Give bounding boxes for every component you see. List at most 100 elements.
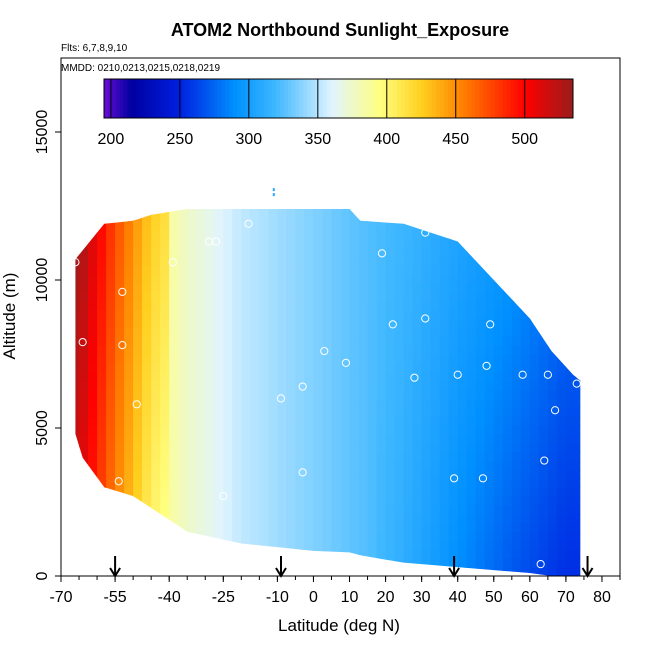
field-cell	[556, 283, 567, 293]
field-cell	[466, 451, 477, 462]
field-cell	[277, 336, 287, 346]
sample-point	[244, 219, 253, 228]
field-cell	[160, 256, 170, 266]
field-cell	[529, 451, 540, 462]
field-cell	[286, 478, 296, 488]
field-cell	[142, 336, 152, 346]
field-cell	[196, 229, 206, 240]
sample-points	[71, 188, 581, 575]
field-cell	[214, 460, 224, 471]
field-cell	[187, 274, 197, 284]
field-cell	[520, 513, 531, 524]
field-cell	[475, 247, 486, 257]
field-cell	[259, 336, 269, 346]
field-cell	[313, 362, 324, 373]
field-cell	[286, 283, 296, 293]
field-cell	[493, 442, 504, 453]
sample-point	[298, 382, 307, 391]
field-cell	[268, 247, 278, 257]
field-cell	[178, 238, 188, 249]
field-cell	[475, 496, 486, 506]
field-cell	[322, 522, 333, 533]
colorbar-swatch	[365, 79, 371, 118]
field-cell	[565, 416, 576, 426]
field-cell	[547, 283, 558, 293]
colorbar-tick-label: 200	[98, 131, 125, 148]
field-cell	[430, 540, 441, 550]
field-cell	[430, 442, 441, 453]
field-cell	[367, 425, 378, 435]
field-cell	[439, 220, 450, 231]
field-cell	[160, 522, 170, 533]
field-cell	[187, 540, 197, 550]
field-cell	[412, 345, 423, 355]
field-cell	[448, 229, 459, 240]
field-cell	[250, 247, 260, 257]
field-cell	[196, 362, 206, 373]
field-cell	[205, 567, 215, 576]
field-cell	[574, 478, 581, 488]
field-cell	[133, 208, 143, 213]
field-cell	[394, 291, 405, 302]
field-cell	[250, 460, 260, 471]
field-cell	[322, 407, 333, 417]
field-cell	[196, 496, 206, 506]
field-cell	[574, 318, 581, 328]
field-cell	[520, 442, 531, 453]
field-cell	[574, 229, 581, 240]
field-cell	[304, 300, 314, 311]
field-cell	[196, 549, 206, 559]
field-cell	[88, 354, 98, 364]
field-cell	[295, 256, 305, 266]
field-cell	[547, 416, 558, 426]
field-cell	[223, 460, 233, 471]
field-cell	[457, 451, 468, 462]
field-cell	[376, 354, 387, 364]
field-cell	[124, 247, 134, 257]
field-cell	[133, 425, 143, 435]
field-cell	[529, 208, 540, 213]
field-cell	[584, 212, 594, 222]
colorbar-swatch	[240, 79, 246, 118]
field-cell	[97, 451, 107, 462]
field-cell	[250, 327, 260, 337]
field-cell	[142, 318, 152, 328]
field-cell	[394, 487, 405, 497]
field-cell	[97, 229, 107, 240]
field-cell	[75, 362, 80, 373]
field-cell	[286, 345, 296, 355]
field-cell	[565, 291, 576, 302]
field-cell	[250, 256, 260, 266]
field-cell	[115, 265, 125, 275]
field-cell	[385, 496, 396, 506]
field-cell	[439, 522, 450, 533]
field-cell	[97, 531, 107, 542]
field-cell	[367, 416, 378, 426]
field-cell	[520, 496, 531, 506]
field-cell	[340, 300, 351, 311]
field-cell	[421, 451, 432, 462]
field-cell	[457, 433, 468, 444]
field-cell	[277, 522, 287, 533]
field-cell	[277, 300, 287, 311]
field-cell	[475, 208, 486, 213]
field-cell	[502, 354, 513, 364]
field-cell	[205, 407, 215, 417]
sample-point	[540, 456, 549, 465]
field-cell	[259, 345, 269, 355]
field-cell	[322, 211, 333, 222]
field-cell	[142, 211, 152, 222]
field-cell	[349, 362, 360, 373]
field-cell	[259, 398, 269, 408]
field-cell	[250, 531, 260, 542]
field-cell	[403, 309, 414, 320]
field-cell	[475, 274, 486, 284]
field-cell	[75, 300, 80, 311]
field-cell	[232, 327, 242, 337]
field-cell	[511, 265, 522, 275]
field-cell	[223, 549, 233, 559]
field-cell	[169, 283, 179, 293]
field-cell	[385, 433, 396, 444]
field-cell	[304, 283, 314, 293]
field-cell	[277, 247, 287, 257]
